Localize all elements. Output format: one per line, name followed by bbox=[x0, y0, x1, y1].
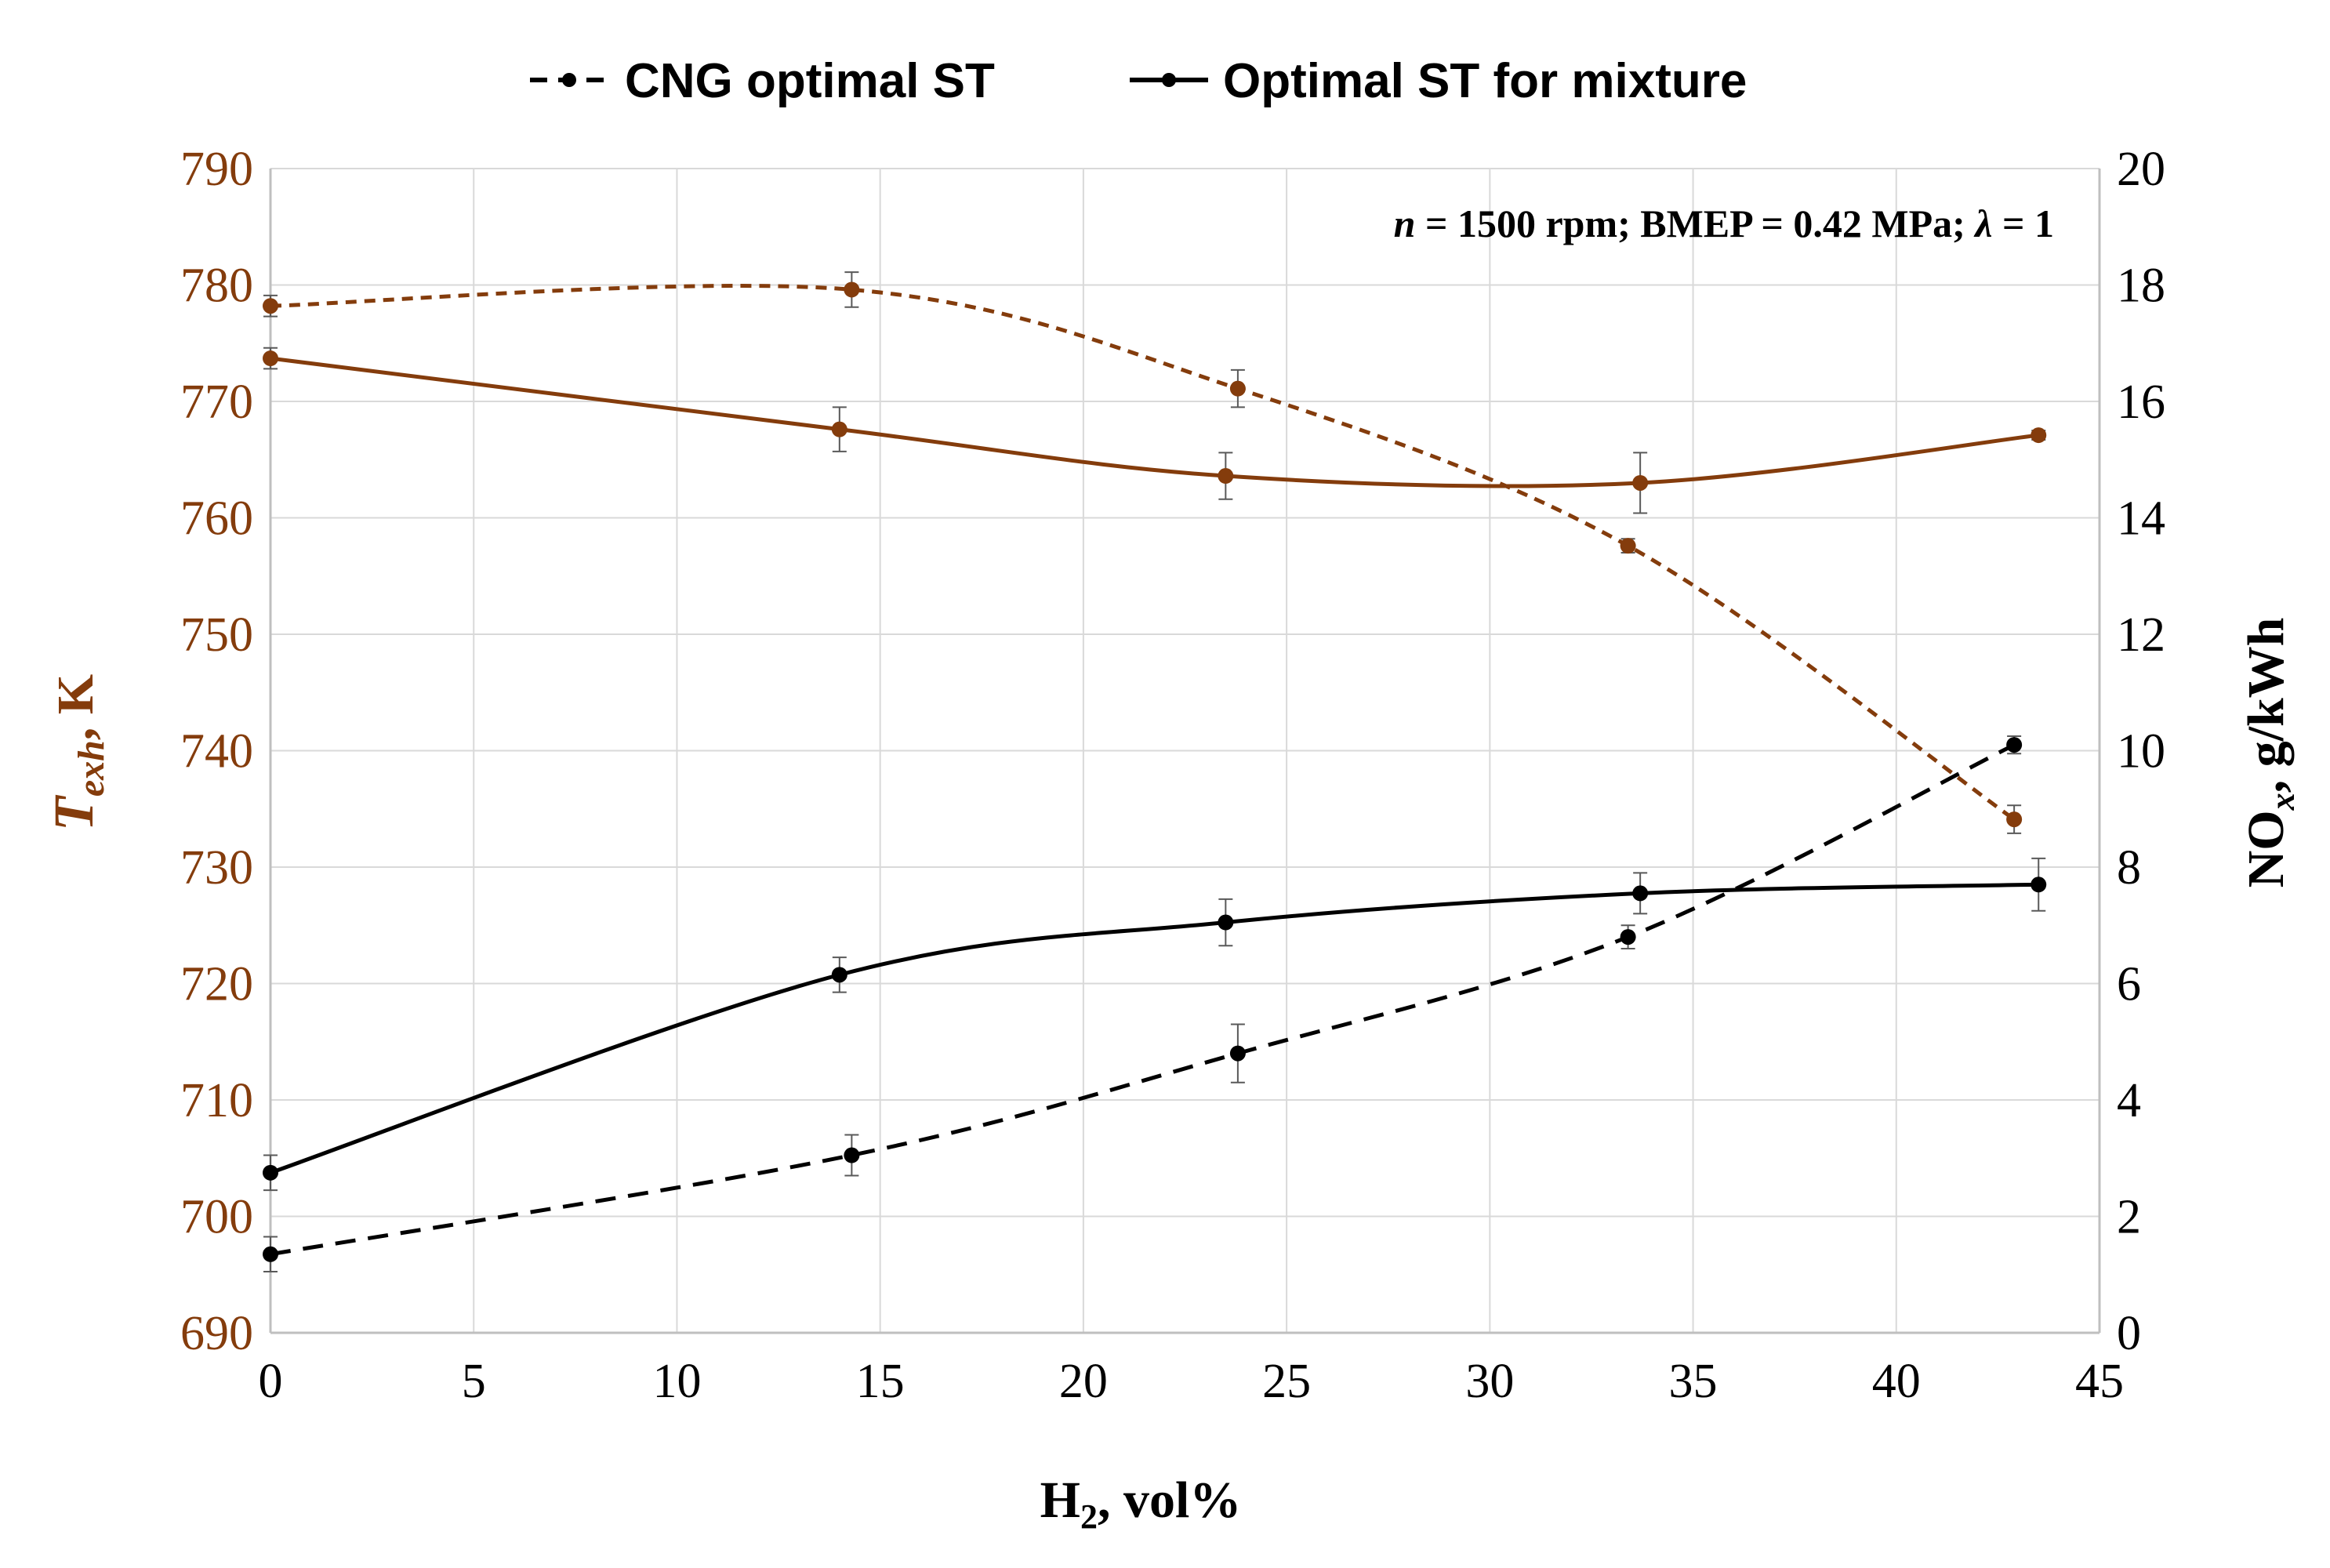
legend-marker bbox=[1162, 73, 1176, 87]
y-right-tick-label: 0 bbox=[2117, 1307, 2141, 1360]
annotation-part: = 1500 rpm; BMEP = 0.42 MPa; bbox=[1415, 201, 1975, 245]
y-left-tick-label: 720 bbox=[180, 958, 253, 1011]
y-right-tick-label: 18 bbox=[2117, 260, 2165, 313]
x-tick-label: 45 bbox=[2075, 1355, 2124, 1408]
data-point bbox=[1229, 1045, 1246, 1062]
y-left-tick-label: 760 bbox=[180, 492, 253, 546]
series-4 bbox=[263, 857, 2047, 1192]
legend-entry-cng-optimal-st: CNG optimal ST bbox=[530, 54, 995, 108]
x-axis-title-rest: , vol% bbox=[1098, 1472, 1241, 1529]
data-point bbox=[1218, 914, 1234, 931]
data-point bbox=[2006, 737, 2023, 753]
y-right-tick-label: 20 bbox=[2117, 143, 2165, 196]
data-point bbox=[1632, 885, 1649, 902]
x-tick-label: 5 bbox=[462, 1355, 486, 1408]
y-right-tick-label: 4 bbox=[2117, 1074, 2141, 1127]
x-axis-title: H2, vol% bbox=[1040, 1472, 1242, 1536]
y-left-tick-label: 770 bbox=[180, 376, 253, 429]
y-right-tick-label: 16 bbox=[2117, 376, 2165, 429]
legend-marker bbox=[562, 73, 576, 87]
data-point bbox=[831, 967, 847, 983]
y-axis-right-title-rest: , g/kWh bbox=[2237, 618, 2295, 793]
y-left-tick-label: 690 bbox=[180, 1307, 253, 1360]
y-left-tick-label: 730 bbox=[180, 841, 253, 895]
data-point bbox=[2031, 427, 2047, 444]
data-point bbox=[1218, 468, 1234, 485]
x-tick-label: 35 bbox=[1669, 1355, 1718, 1408]
data-point bbox=[1229, 380, 1246, 397]
y-right-tick-label: 8 bbox=[2117, 841, 2141, 895]
annotation-part: λ bbox=[1973, 201, 1992, 245]
y-left-tick-label: 740 bbox=[180, 725, 253, 779]
conditions-annotation: n = 1500 rpm; BMEP = 0.42 MPa; λ = 1 bbox=[1394, 201, 2054, 245]
x-tick-label: 10 bbox=[652, 1355, 701, 1408]
y-axis-right-title-main: NO bbox=[2237, 810, 2295, 887]
annotation-part: n bbox=[1394, 201, 1416, 245]
data-point bbox=[2031, 877, 2047, 893]
data-point bbox=[831, 421, 847, 437]
y-right-tick-label: 6 bbox=[2117, 958, 2141, 1011]
series-line bbox=[270, 882, 2039, 1175]
x-tick-label: 30 bbox=[1465, 1355, 1514, 1408]
y-axis-right-title-sub: x bbox=[2263, 793, 2302, 811]
y-left-tick-label: 750 bbox=[180, 608, 253, 662]
data-point bbox=[1620, 538, 1636, 554]
x-tick-label: 15 bbox=[856, 1355, 905, 1408]
series-line bbox=[270, 742, 2016, 1257]
y-left-tick-label: 710 bbox=[180, 1074, 253, 1127]
series-2 bbox=[263, 347, 2047, 514]
y-axis-left-title-sub: exh bbox=[71, 740, 112, 797]
tick-labels: 0 5 10 15 20 25 30 35 40 456907007107207307407507… bbox=[180, 143, 2165, 1408]
x-axis-title-main: H bbox=[1040, 1472, 1080, 1529]
x-axis-title-sub: 2 bbox=[1080, 1497, 1098, 1536]
y-right-tick-label: 12 bbox=[2117, 608, 2165, 662]
y-axis-right-title: NOx, g/kWh bbox=[2237, 618, 2302, 888]
x-tick-label: 0 bbox=[259, 1355, 283, 1408]
data-point bbox=[1620, 929, 1636, 946]
data-point bbox=[263, 350, 278, 367]
data-point bbox=[1632, 474, 1649, 491]
data-point bbox=[844, 1147, 860, 1163]
y-left-tick-label: 700 bbox=[180, 1191, 253, 1244]
y-right-tick-label: 2 bbox=[2117, 1191, 2141, 1244]
y-axis-left-title-main: T bbox=[42, 794, 105, 831]
series-1 bbox=[263, 271, 2023, 834]
annotation-part: = 1 bbox=[1993, 201, 2055, 245]
data-point bbox=[844, 281, 860, 298]
legend: CNG optimal ST Optimal ST for mixture bbox=[530, 54, 1747, 108]
y-axis-left-title-rest: , K bbox=[47, 674, 104, 740]
data-point bbox=[263, 1164, 278, 1181]
data-point bbox=[263, 1246, 278, 1262]
data-point bbox=[263, 298, 278, 314]
legend-label-optimal-st-for-mixture: Optimal ST for mixture bbox=[1223, 54, 1747, 108]
data-point bbox=[2006, 811, 2023, 828]
series-layer bbox=[263, 271, 2047, 1273]
y-axis-left-title: Texh, K bbox=[42, 674, 112, 831]
y-right-tick-label: 14 bbox=[2117, 492, 2165, 546]
series-line bbox=[270, 356, 2039, 488]
legend-entry-optimal-st-for-mixture: Optimal ST for mixture bbox=[1130, 54, 1747, 108]
x-tick-label: 40 bbox=[1872, 1355, 1921, 1408]
x-tick-label: 20 bbox=[1059, 1355, 1108, 1408]
legend-label-cng-optimal-st: CNG optimal ST bbox=[625, 54, 995, 108]
y-left-tick-label: 780 bbox=[180, 260, 253, 313]
series-3 bbox=[263, 735, 2023, 1273]
y-left-tick-label: 790 bbox=[180, 143, 253, 196]
x-tick-label: 25 bbox=[1262, 1355, 1311, 1408]
y-right-tick-label: 10 bbox=[2117, 725, 2165, 779]
